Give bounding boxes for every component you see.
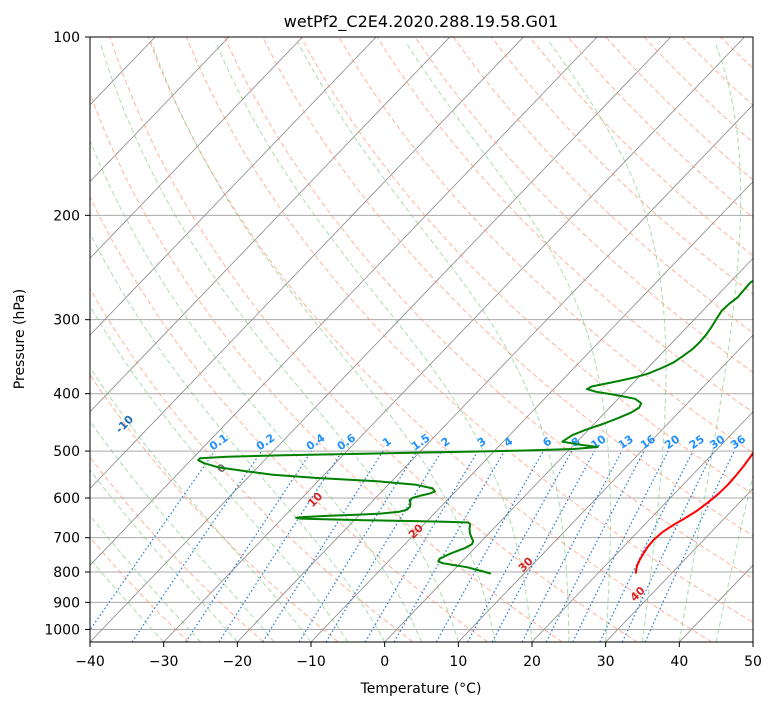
mixing-ratio-line	[435, 450, 544, 642]
moist-adiabat	[90, 469, 238, 642]
x-tick-label: 0	[380, 654, 389, 670]
plot-frame	[89, 36, 754, 643]
moist-adiabat	[90, 558, 165, 642]
y-tick-label: 100	[53, 30, 80, 46]
x-tick-label: 10	[449, 654, 467, 670]
x-tick-label: −20	[223, 654, 253, 670]
mixing-ratio-line	[325, 450, 443, 642]
moist-adiabat	[90, 420, 275, 642]
moist-adiabat	[215, 41, 533, 642]
isotherm-line	[90, 37, 598, 566]
mixing-ratio-line	[466, 450, 573, 642]
moist-adiabat	[297, 41, 570, 642]
moist-adiabat	[150, 41, 496, 642]
y-tick-label: 700	[53, 531, 80, 547]
mixing-ratio-line	[364, 450, 479, 642]
dry-adiabat	[90, 456, 264, 642]
isotherm-line	[90, 37, 377, 336]
dry-adiabat	[643, 37, 753, 144]
plot-background	[90, 37, 753, 642]
y-axis-label: Pressure (hPa)	[12, 289, 28, 389]
x-tick-label: −30	[149, 654, 179, 670]
isotherm-line	[458, 334, 753, 642]
mixing-ratio-line	[298, 450, 418, 642]
moist-adiabat	[99, 41, 459, 642]
x-tick-label: −10	[296, 654, 326, 670]
isotherm-line	[90, 37, 303, 259]
dry-adiabat	[90, 536, 190, 642]
mixing-ratio-line	[491, 450, 596, 642]
moist-adiabat	[549, 41, 667, 642]
moist-adiabat	[405, 41, 611, 642]
y-tick-label: 900	[53, 595, 80, 611]
mixing-ratio-line	[262, 450, 384, 642]
dry-adiabat	[90, 91, 563, 642]
isotherm-line	[237, 104, 753, 642]
dry-adiabat	[529, 37, 753, 257]
isotherm-line	[90, 37, 451, 413]
y-tick-label: 200	[53, 208, 80, 224]
isotherm-line	[0, 37, 8, 642]
mixing-ratio-line	[644, 450, 735, 642]
isotherms	[0, 37, 753, 642]
dry-adiabat	[567, 37, 753, 219]
dry-adiabat	[224, 37, 753, 580]
isotherm-line	[90, 37, 672, 642]
y-tick-label: 600	[53, 491, 80, 507]
x-tick-label: 50	[744, 654, 762, 670]
moist-adiabat	[90, 139, 422, 642]
isotherm-line	[384, 257, 753, 642]
profile-series	[197, 279, 753, 575]
moist-adiabat	[90, 514, 201, 642]
mixing-ratio-line	[621, 450, 714, 642]
moist-adiabat	[90, 366, 312, 642]
dry-adiabat	[90, 287, 414, 642]
isotherm-line	[90, 37, 230, 183]
dry-adiabat	[109, 37, 638, 642]
dry-adiabat	[452, 37, 753, 334]
y-tick-label: 500	[53, 444, 80, 460]
dewpoint-profile-line	[197, 279, 753, 575]
dry-adiabat	[262, 37, 753, 537]
chart-title: wetPf2_C2E4.2020.288.19.58.G01	[284, 12, 558, 32]
moist-adiabats	[90, 41, 753, 642]
isotherm-line	[163, 37, 745, 642]
mixing-ratio-lines	[90, 450, 735, 642]
dry-adiabats	[90, 37, 775, 642]
isotherm-line	[90, 37, 524, 490]
y-tick-label: 800	[53, 565, 80, 581]
dry-adiabat	[300, 37, 753, 495]
dry-adiabat	[185, 37, 753, 623]
x-axis-ticks: −40 −30 −20 −10 0 10 20 30 40 50	[75, 642, 762, 670]
x-tick-label: 30	[597, 654, 615, 670]
isotherm-line	[605, 487, 753, 642]
mixing-ratio-line	[90, 450, 216, 632]
dry-adiabat	[338, 37, 753, 454]
x-axis-label: Temperature (°C)	[360, 681, 482, 697]
temperature-profile-line	[634, 451, 753, 574]
y-tick-label: 300	[53, 313, 80, 329]
mixing-ratio-line	[599, 450, 694, 642]
y-tick-label: 1000	[44, 622, 80, 638]
moist-adiabat	[90, 232, 386, 642]
y-axis-ticks: 100 200 300 400 500 600 700 800 900 1000	[44, 30, 90, 638]
isotherm-line	[752, 641, 753, 642]
x-tick-label: 20	[523, 654, 541, 670]
dry-adiabat	[90, 195, 488, 642]
moist-adiabat	[90, 305, 349, 642]
y-tick-label: 400	[53, 387, 80, 403]
x-tick-label: −40	[75, 654, 105, 670]
mixing-ratio-line	[131, 450, 263, 642]
moist-adiabat	[715, 472, 753, 642]
isotherm-line	[531, 411, 753, 642]
mixing-ratio-line	[218, 450, 344, 642]
dry-adiabat	[759, 37, 775, 642]
dry-adiabat	[605, 37, 753, 181]
x-tick-label: 40	[670, 654, 688, 670]
mixing-ratio-line	[393, 450, 505, 642]
moist-adiabat	[678, 41, 742, 642]
dry-adiabat	[414, 37, 753, 373]
